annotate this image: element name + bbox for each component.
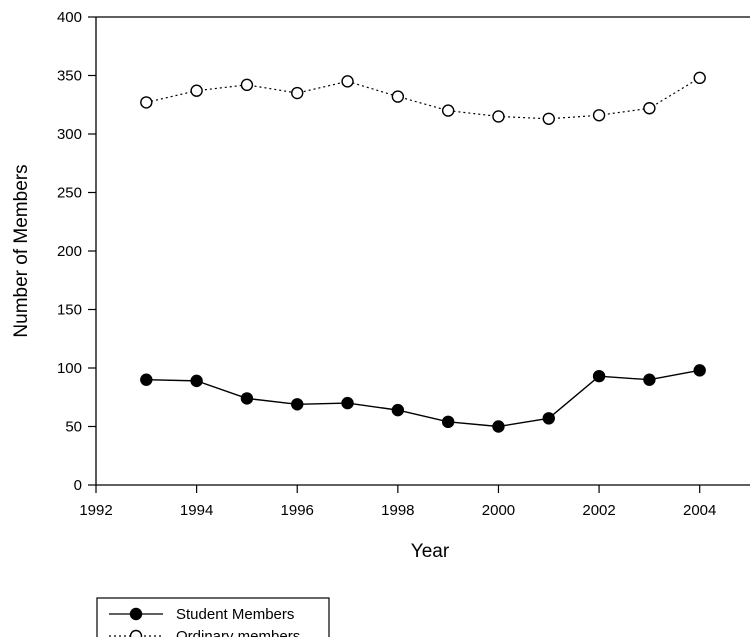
series-student-members xyxy=(140,364,706,433)
x-tick-label: 1996 xyxy=(281,502,314,519)
y-tick-label: 150 xyxy=(57,302,82,319)
legend-marker xyxy=(129,607,143,621)
data-point xyxy=(643,373,656,386)
legend-marker xyxy=(129,629,143,637)
data-point xyxy=(341,396,354,410)
series-layer xyxy=(140,71,706,433)
data-point xyxy=(291,86,304,100)
data-point xyxy=(492,420,505,433)
data-point xyxy=(240,78,254,92)
x-ticks: 1992 1994 1996 1998 2000 2002 2004 xyxy=(79,485,716,519)
y-tick-label: 350 xyxy=(57,68,82,85)
data-point xyxy=(291,398,304,411)
data-point xyxy=(441,104,455,117)
y-tick-label: 400 xyxy=(57,9,82,26)
data-point xyxy=(190,84,203,97)
legend-label: Student Members xyxy=(176,606,294,623)
y-tick-label: 50 xyxy=(65,419,82,436)
y-tick-label: 0 xyxy=(74,477,82,494)
y-axis-label: Number of Members xyxy=(11,164,32,337)
legend-item-student-members: Student Members xyxy=(109,606,294,623)
x-tick-label: 2002 xyxy=(582,502,615,519)
x-tick-label: 2004 xyxy=(683,502,716,519)
data-point xyxy=(341,75,354,88)
data-point xyxy=(492,110,505,123)
x-axis-label: Year xyxy=(411,541,450,562)
data-point xyxy=(643,102,656,115)
data-point xyxy=(190,374,203,388)
x-tick-label: 2000 xyxy=(482,502,515,519)
data-point xyxy=(542,412,555,425)
y-tick-label: 200 xyxy=(57,243,82,260)
series-ordinary-members xyxy=(140,71,706,125)
data-point xyxy=(542,112,555,125)
legend: Student Members Ordinary members xyxy=(96,597,330,637)
data-point xyxy=(592,109,606,122)
x-tick-label: 1998 xyxy=(381,502,414,519)
data-point xyxy=(391,90,405,103)
legend-items: Student Members Ordinary members xyxy=(109,606,300,637)
data-point xyxy=(140,96,153,109)
series-line xyxy=(146,77,701,120)
y-tick-label: 100 xyxy=(57,360,82,377)
data-point xyxy=(592,369,606,383)
data-point xyxy=(693,364,706,377)
data-point xyxy=(391,403,405,417)
data-point xyxy=(140,373,153,386)
x-tick-label: 1994 xyxy=(180,502,213,519)
y-tick-label: 300 xyxy=(57,126,82,143)
data-point xyxy=(693,71,706,85)
x-tick-label: 1992 xyxy=(79,502,112,519)
legend-item-ordinary-members: Ordinary members xyxy=(109,628,300,637)
series-line xyxy=(146,369,700,428)
y-tick-label: 250 xyxy=(57,185,82,202)
y-ticks: 0 50 100 150 200 250 300 350 400 xyxy=(57,9,96,494)
legend-label: Ordinary members xyxy=(176,628,300,637)
data-point xyxy=(240,392,254,405)
data-point xyxy=(441,415,455,429)
